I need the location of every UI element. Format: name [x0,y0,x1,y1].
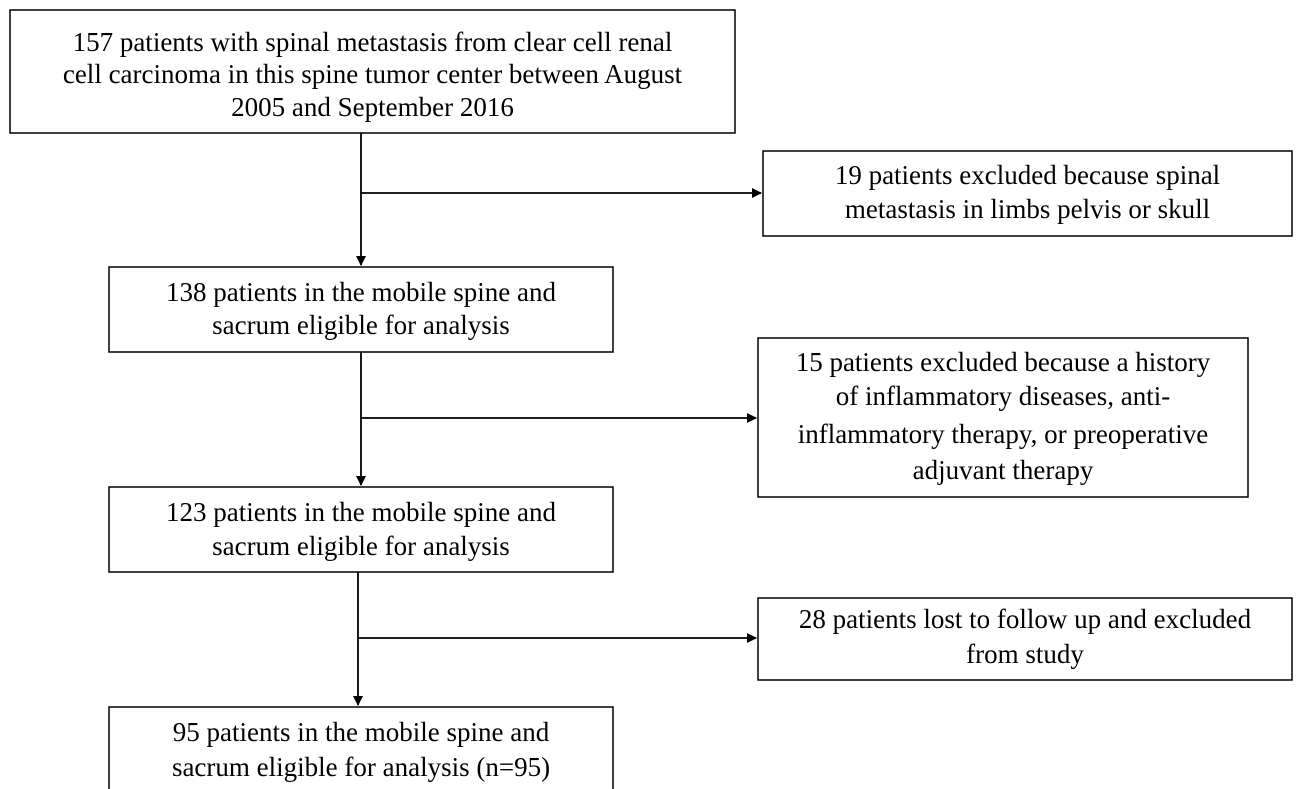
node: 157 patients with spinal metastasis from… [9,9,736,134]
node: 138 patients in the mobile spine andsacr… [108,266,614,353]
node-text: 157 patients with spinal metastasis from… [73,27,673,57]
node-text: 95 patients in the mobile spine and [173,717,550,747]
node: 123 patients in the mobile spine and sacr… [108,486,614,573]
node-box [757,597,1293,681]
node-box [9,9,736,134]
node-box [108,706,614,789]
node-text: 19 patients excluded because spinal [835,160,1220,190]
node-text: 2005 and September 2016 [231,92,514,122]
node: 19 patients excluded because spinal metas… [762,150,1293,237]
connectors [353,133,762,706]
node-text: 123 patients in the mobile spine and [166,497,556,527]
node-box [757,337,1249,498]
node-text: 138 patients in the mobile spine and [166,277,556,307]
node: 95 patients in the mobile spine and sacru… [108,706,614,789]
node-box [108,266,614,353]
node: 28 patients lost to follow up and exclud… [757,597,1293,681]
node-box [108,486,614,573]
node-text: from study [966,639,1084,669]
node-box [762,150,1293,237]
node-text: sacrum eligible for analysis (n=95) [172,752,550,782]
node-text: metastasis in limbs pelvis or skull [845,194,1210,224]
node-text: sacrum eligible for analysis [212,531,510,561]
node-text: adjuvant therapy [913,455,1094,485]
node: 15 patients excluded because a history of… [757,337,1249,498]
node-text: cell carcinoma in this spine tumor cente… [63,59,683,89]
node-text: 28 patients lost to follow up and exclud… [799,604,1252,634]
node-text: of inflammatory diseases, anti- [836,381,1170,411]
node-text: sacrum eligible for analysis [212,310,510,340]
node-text: 15 patients excluded because a history [796,347,1211,377]
node-text: inflammatory therapy, or preoperative [798,419,1209,449]
